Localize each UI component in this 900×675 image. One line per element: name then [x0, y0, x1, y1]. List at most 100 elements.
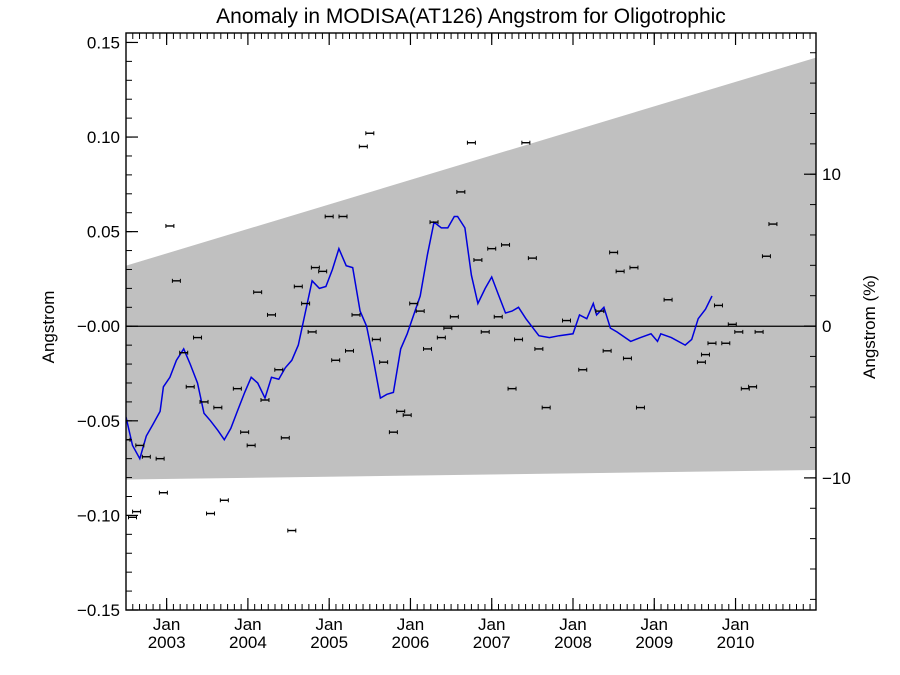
data-point [635, 405, 645, 410]
data-point [301, 301, 311, 306]
data-point [388, 430, 398, 435]
data-point [429, 220, 439, 225]
data-point [338, 214, 348, 219]
axis-ticks [125, 33, 816, 611]
y2-tick-label: −10 [822, 469, 851, 488]
data-point [595, 309, 605, 314]
data-point [615, 269, 625, 274]
x-tick-year-label: 2003 [148, 633, 186, 652]
data-point [246, 443, 256, 448]
data-point [351, 312, 361, 317]
y-tick-label: 0.15 [87, 33, 120, 52]
data-point [423, 346, 433, 351]
data-point [700, 352, 710, 357]
data-point [260, 398, 270, 403]
data-point [371, 337, 381, 342]
x-tick-month-label: Jan [397, 615, 424, 634]
data-point [727, 322, 737, 327]
data-point [493, 314, 503, 319]
data-point [324, 214, 334, 219]
data-point [534, 346, 544, 351]
data-point [206, 511, 216, 516]
y2-tick-label: 10 [822, 165, 841, 184]
data-point [734, 329, 744, 334]
data-point [396, 409, 406, 414]
data-point [232, 386, 242, 391]
data-point [185, 384, 195, 389]
data-point [213, 405, 223, 410]
data-point [402, 413, 412, 418]
x-tick-month-label: Jan [641, 615, 668, 634]
y-axis-label: Angstrom [39, 291, 58, 364]
data-point [622, 356, 632, 361]
y-tick-label: −0.05 [77, 412, 120, 431]
smoothed-anomaly-line [126, 215, 713, 461]
x-tick-year-label: 2010 [717, 633, 755, 652]
data-point [379, 360, 389, 365]
data-point [761, 254, 771, 259]
x-tick-year-label: 2009 [635, 633, 673, 652]
data-point [318, 269, 328, 274]
data-point [541, 405, 551, 410]
data-point [179, 350, 189, 355]
data-point [219, 498, 229, 503]
data-point [409, 301, 419, 306]
y2-tick-label: 0 [822, 317, 831, 336]
data-point [331, 358, 341, 363]
data-point [663, 297, 673, 302]
y-tick-label: −0.15 [77, 601, 120, 620]
data-point [365, 131, 375, 136]
data-point [443, 326, 453, 331]
data-point [165, 223, 175, 228]
data-point [199, 399, 209, 404]
data-point [466, 140, 476, 145]
data-point [436, 335, 446, 340]
data-point [707, 341, 717, 346]
y-tick-label: 0.05 [87, 223, 120, 242]
data-point [415, 309, 425, 314]
data-point [521, 140, 531, 145]
data-point [473, 258, 483, 263]
data-points-layer [126, 131, 778, 533]
smoothed-line-layer [126, 215, 713, 461]
data-point [274, 367, 284, 372]
x-tick-month-label: Jan [559, 615, 586, 634]
x-tick-year-label: 2007 [473, 633, 511, 652]
data-point [507, 386, 517, 391]
data-point [171, 278, 181, 283]
data-point [609, 250, 619, 255]
x-tick-year-label: 2006 [392, 633, 430, 652]
data-point [578, 367, 588, 372]
chart-title: Anomaly in MODISA(AT126) Angstrom for Ol… [216, 5, 726, 28]
data-point [287, 528, 297, 533]
data-point [629, 265, 639, 270]
x-tick-month-label: Jan [315, 615, 342, 634]
y-tick-label: 0.10 [87, 128, 120, 147]
data-point [696, 360, 706, 365]
data-point [193, 335, 203, 340]
x-tick-year-label: 2008 [554, 633, 592, 652]
data-point [721, 341, 731, 346]
data-point [602, 348, 612, 353]
x-tick-month-label: Jan [478, 615, 505, 634]
y-tick-label: −0.00 [77, 317, 120, 336]
x-tick-year-label: 2005 [310, 633, 348, 652]
data-point [487, 246, 497, 251]
data-point [158, 490, 168, 495]
data-point [132, 509, 142, 514]
data-point [449, 314, 459, 319]
x-tick-month-label: Jan [722, 615, 749, 634]
data-point [135, 443, 145, 448]
data-point [293, 284, 303, 289]
data-point [748, 384, 758, 389]
data-point [754, 329, 764, 334]
data-point [768, 222, 778, 227]
data-point [501, 242, 511, 247]
data-point [561, 318, 571, 323]
x-tick-year-label: 2004 [229, 633, 267, 652]
data-point [141, 454, 151, 459]
data-point [240, 430, 250, 435]
tick-labels: 0.15 0.10 0.05 −0.00 −0.05 −0.10 −0.15 10 0 −10 Ja… [77, 33, 851, 652]
data-point [456, 189, 466, 194]
